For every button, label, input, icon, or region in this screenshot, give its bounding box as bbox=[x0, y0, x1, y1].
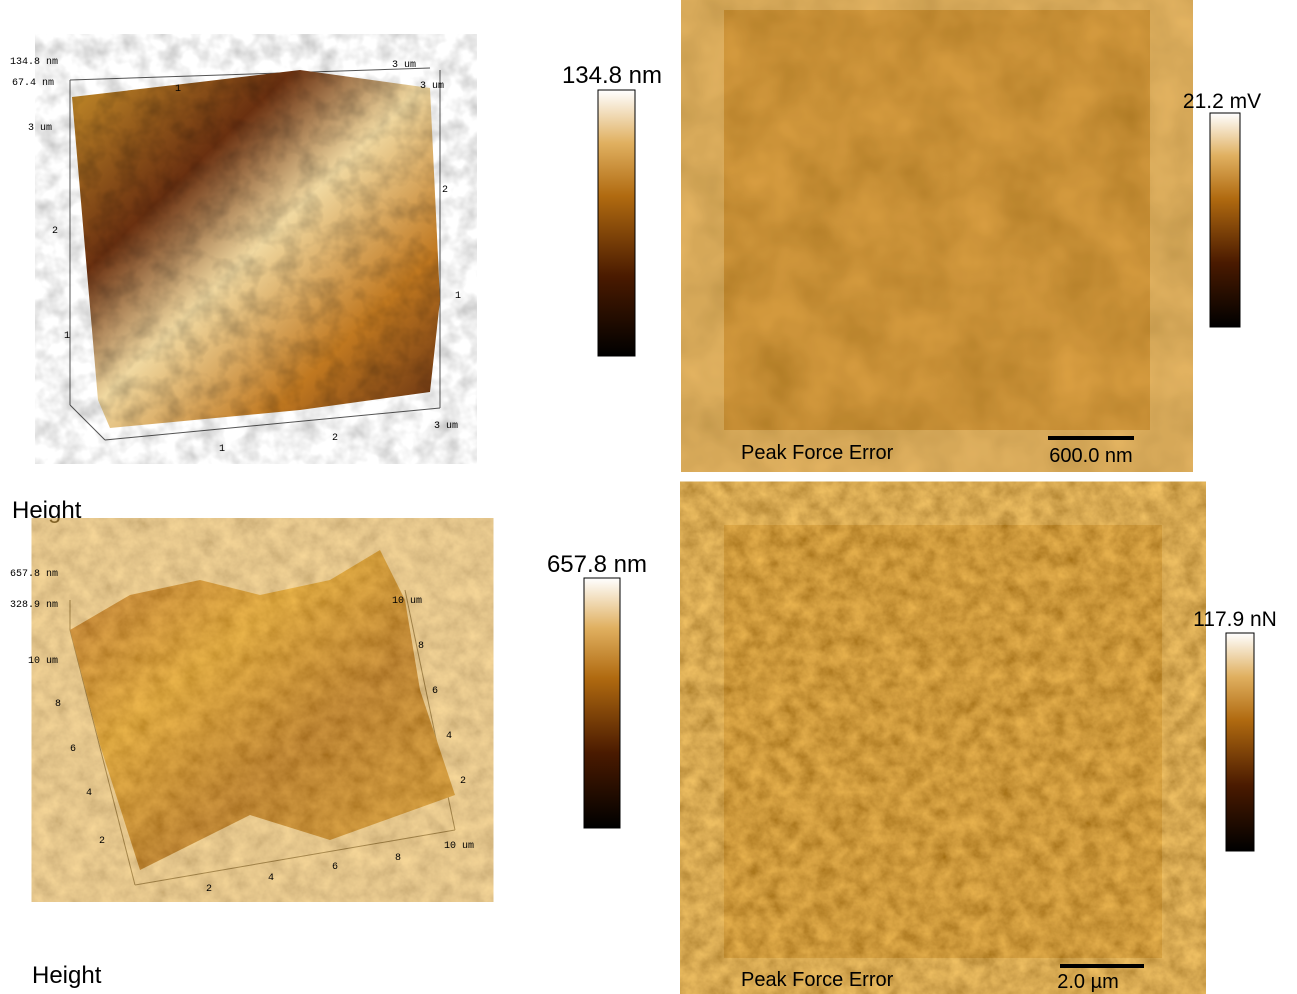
axis-tick: 1 bbox=[455, 291, 461, 302]
axis-tick: 2 bbox=[332, 433, 338, 444]
axis-tick: 6 bbox=[432, 686, 438, 697]
colorbar bbox=[583, 577, 621, 829]
axis-tick: 4 bbox=[86, 788, 92, 799]
colorbar-label: 657.8 nm bbox=[547, 551, 647, 578]
axis-tick: 1 bbox=[64, 331, 70, 342]
axis-tick: 3 um bbox=[434, 421, 458, 432]
colorbar-label: 117.9 nN bbox=[1193, 608, 1277, 631]
caption: Peak Force Error bbox=[741, 969, 894, 991]
colorbar bbox=[1209, 112, 1241, 328]
axis-tick: 6 bbox=[70, 744, 76, 755]
error-map-texture bbox=[724, 525, 1162, 958]
axis-tick: 2 bbox=[442, 185, 448, 196]
colorbar bbox=[1225, 632, 1255, 852]
height-3d-plot: 134.8 nm 67.4 nm 3 um 2 1 1 2 3 um 3 um … bbox=[10, 57, 461, 455]
axis-tick: 2 bbox=[99, 836, 105, 847]
colorbar bbox=[597, 89, 636, 357]
axis-tick: 10 um bbox=[444, 841, 474, 852]
z-mid-label: 328.9 nm bbox=[10, 600, 58, 611]
axis-tick: 3 um bbox=[420, 81, 444, 92]
axis-tick: 4 bbox=[446, 731, 452, 742]
axis-tick: 6 bbox=[332, 862, 338, 873]
scale-bar-label: 2.0 µm bbox=[1057, 971, 1119, 993]
axis-tick: 3 um bbox=[28, 123, 52, 134]
axis-tick: 2 bbox=[206, 884, 212, 895]
axis-tick: 8 bbox=[418, 641, 424, 652]
axis-tick: 4 bbox=[268, 873, 274, 884]
axis-tick: 10 um bbox=[28, 656, 58, 667]
height-3d-plot: 657.8 nm 328.9 nm 10 um 8 6 4 2 2 4 6 8 … bbox=[10, 550, 474, 895]
z-max-label: 134.8 nm bbox=[10, 57, 58, 68]
axis-tick: 2 bbox=[460, 776, 466, 787]
caption: Peak Force Error bbox=[741, 442, 894, 464]
z-max-label: 657.8 nm bbox=[10, 569, 58, 580]
colorbar-label: 134.8 nm bbox=[562, 62, 662, 89]
axis-tick: 1 bbox=[175, 84, 181, 95]
axis-tick: 8 bbox=[55, 699, 61, 710]
axis-tick: 1 bbox=[219, 444, 225, 455]
axis-tick: 10 um bbox=[392, 596, 422, 607]
caption: Height bbox=[12, 497, 82, 524]
axis-tick: 3 um bbox=[392, 60, 416, 71]
axis-tick: 8 bbox=[395, 853, 401, 864]
caption: Height bbox=[32, 962, 102, 989]
z-mid-label: 67.4 nm bbox=[12, 78, 54, 89]
axis-tick: 2 bbox=[52, 226, 58, 237]
error-map-texture bbox=[724, 10, 1150, 430]
colorbar-label: 21.2 mV bbox=[1183, 90, 1261, 113]
scale-bar-label: 600.0 nm bbox=[1049, 445, 1132, 467]
